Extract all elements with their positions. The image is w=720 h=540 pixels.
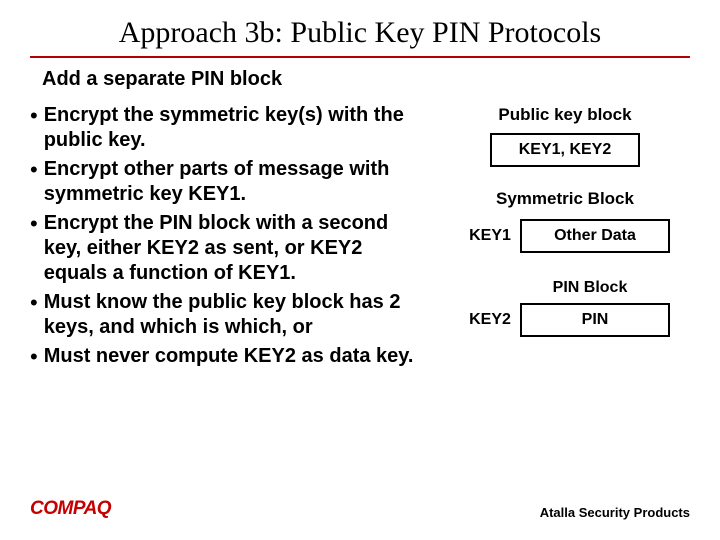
diagram-row: KEY1 Other Data [440,219,690,253]
bullet-text: Encrypt the PIN block with a second key,… [44,211,430,286]
bullet-text: Must never compute KEY2 as data key. [44,344,414,369]
pin-box: PIN [520,303,670,337]
list-item: • Encrypt the PIN block with a second ke… [30,211,430,286]
bullet-icon: • [30,105,38,127]
bullet-icon: • [30,346,38,368]
pin-block-label: PIN Block [440,279,690,297]
diagram-row: KEY2 PIN [440,303,690,337]
bullet-icon: • [30,213,38,235]
symmetric-block-label: Symmetric Block [440,189,690,209]
compaq-logo: COMPAQ [30,498,111,520]
list-item: • Must never compute KEY2 as data key. [30,344,430,369]
title-underline [30,56,690,58]
key2-label: KEY2 [460,311,520,329]
key-box: KEY1, KEY2 [490,133,640,167]
slide: Approach 3b: Public Key PIN Protocols Ad… [0,0,720,540]
footer: COMPAQ Atalla Security Products [30,498,690,520]
bullet-list: • Encrypt the symmetric key(s) with the … [30,103,430,373]
footer-product: Atalla Security Products [540,505,690,520]
content-area: • Encrypt the symmetric key(s) with the … [30,103,690,373]
bullet-text: Encrypt other parts of message with symm… [44,157,430,207]
key1-label: KEY1 [460,227,520,245]
bullet-text: Must know the public key block has 2 key… [44,290,430,340]
other-data-box: Other Data [520,219,670,253]
list-item: • Must know the public key block has 2 k… [30,290,430,340]
diagram: Public key block KEY1, KEY2 Symmetric Bl… [440,103,690,373]
slide-title: Approach 3b: Public Key PIN Protocols [30,16,690,56]
public-key-label: Public key block [440,105,690,125]
slide-subtitle: Add a separate PIN block [42,68,690,91]
list-item: • Encrypt the symmetric key(s) with the … [30,103,430,153]
bullet-icon: • [30,159,38,181]
bullet-icon: • [30,292,38,314]
bullet-text: Encrypt the symmetric key(s) with the pu… [44,103,430,153]
list-item: • Encrypt other parts of message with sy… [30,157,430,207]
